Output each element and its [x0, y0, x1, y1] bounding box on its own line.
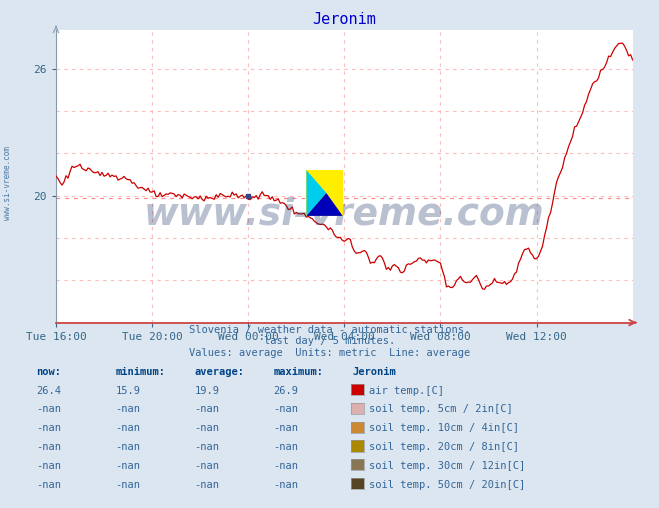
Text: -nan: -nan — [273, 442, 299, 452]
Text: -nan: -nan — [194, 423, 219, 433]
Text: -nan: -nan — [36, 404, 61, 415]
Text: -nan: -nan — [273, 423, 299, 433]
Text: -nan: -nan — [115, 480, 140, 490]
Text: -nan: -nan — [273, 461, 299, 471]
Text: 19.9: 19.9 — [194, 386, 219, 396]
Text: -nan: -nan — [115, 461, 140, 471]
Text: -nan: -nan — [36, 423, 61, 433]
Text: last day / 5 minutes.: last day / 5 minutes. — [264, 336, 395, 346]
Text: soil temp. 10cm / 4in[C]: soil temp. 10cm / 4in[C] — [369, 423, 519, 433]
Text: soil temp. 20cm / 8in[C]: soil temp. 20cm / 8in[C] — [369, 442, 519, 452]
Text: 15.9: 15.9 — [115, 386, 140, 396]
Text: -nan: -nan — [36, 442, 61, 452]
Text: maximum:: maximum: — [273, 367, 324, 377]
Title: Jeronim: Jeronim — [312, 12, 376, 26]
Text: -nan: -nan — [115, 423, 140, 433]
Text: -nan: -nan — [115, 404, 140, 415]
Text: soil temp. 30cm / 12in[C]: soil temp. 30cm / 12in[C] — [369, 461, 525, 471]
Text: Slovenia / weather data - automatic stations.: Slovenia / weather data - automatic stat… — [189, 325, 470, 335]
Text: soil temp. 50cm / 20in[C]: soil temp. 50cm / 20in[C] — [369, 480, 525, 490]
Polygon shape — [306, 170, 326, 216]
Text: -nan: -nan — [36, 461, 61, 471]
Text: soil temp. 5cm / 2in[C]: soil temp. 5cm / 2in[C] — [369, 404, 513, 415]
Text: -nan: -nan — [273, 404, 299, 415]
Text: minimum:: minimum: — [115, 367, 165, 377]
Text: www.si-vreme.com: www.si-vreme.com — [3, 146, 13, 220]
Text: now:: now: — [36, 367, 61, 377]
Text: www.si-vreme.com: www.si-vreme.com — [144, 197, 545, 233]
Text: -nan: -nan — [194, 480, 219, 490]
Text: -nan: -nan — [194, 404, 219, 415]
Polygon shape — [306, 193, 343, 216]
Text: air temp.[C]: air temp.[C] — [369, 386, 444, 396]
Text: Jeronim: Jeronim — [353, 367, 396, 377]
Text: -nan: -nan — [115, 442, 140, 452]
Text: average:: average: — [194, 367, 244, 377]
Text: -nan: -nan — [194, 442, 219, 452]
Text: -nan: -nan — [273, 480, 299, 490]
Text: -nan: -nan — [194, 461, 219, 471]
Text: 26.4: 26.4 — [36, 386, 61, 396]
Text: 26.9: 26.9 — [273, 386, 299, 396]
Text: Values: average  Units: metric  Line: average: Values: average Units: metric Line: aver… — [189, 347, 470, 358]
Text: -nan: -nan — [36, 480, 61, 490]
